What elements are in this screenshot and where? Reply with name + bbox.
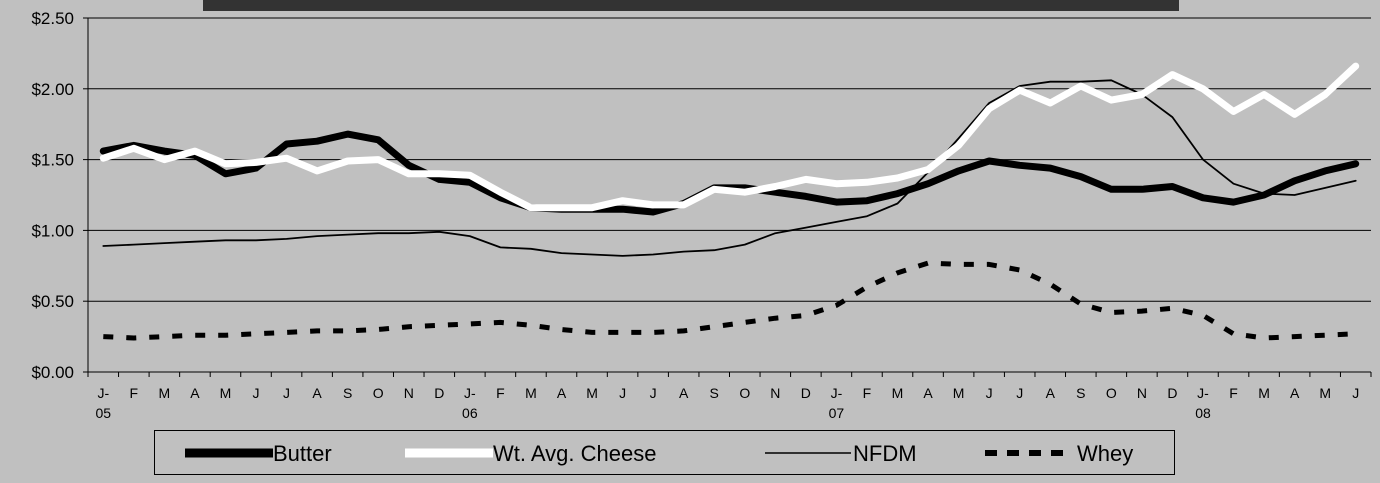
x-tick-label: A	[923, 385, 933, 401]
x-tick-label: J	[1016, 385, 1023, 401]
x-tick-label: N	[404, 385, 414, 401]
x-tick-label: J-	[831, 385, 843, 401]
x-tick-label: N	[770, 385, 780, 401]
legend-label-cheese: Wt. Avg. Cheese	[493, 441, 657, 466]
x-tick-year-label: 08	[1195, 405, 1211, 421]
chart-title-bar	[203, 0, 1179, 11]
x-tick-label: J	[650, 385, 657, 401]
legend-swatch-cheese	[405, 448, 493, 458]
x-tick-label: D	[434, 385, 444, 401]
legend: Butter Wt. Avg. Cheese NFDM Whey	[154, 430, 1175, 475]
x-tick-label: N	[1137, 385, 1147, 401]
x-tick-label: A	[312, 385, 322, 401]
x-tick-label: J	[253, 385, 260, 401]
series-line-wt-avg-cheese	[99, 62, 1360, 212]
x-tick-label: J	[986, 385, 993, 401]
x-tick-label: M	[159, 385, 171, 401]
x-tick-label: A	[679, 385, 689, 401]
x-tick-label: M	[953, 385, 965, 401]
x-tick-year-label: 07	[829, 405, 845, 421]
x-tick-label: A	[1290, 385, 1300, 401]
series-lines	[99, 62, 1360, 341]
x-tick-label: J-	[464, 385, 476, 401]
series-line-nfdm	[102, 79, 1357, 257]
x-tick-label: O	[739, 385, 750, 401]
x-tick-label: M	[1319, 385, 1331, 401]
legend-label-butter: Butter	[273, 441, 332, 466]
gridlines	[88, 17, 1371, 302]
x-tick-label: F	[130, 385, 139, 401]
x-tick-label: O	[373, 385, 384, 401]
y-tick-label: $1.50	[31, 151, 74, 170]
x-axis: J- 05 F M A M J J A S O N D J- 06 F M A M J J A S O N D J- 07 F M A M J J…	[87, 371, 1372, 421]
x-tick-label: J	[619, 385, 626, 401]
x-tick-label: A	[1046, 385, 1056, 401]
x-tick-year-label: 06	[462, 405, 478, 421]
y-tick-label: $0.00	[31, 363, 74, 382]
x-tick-label: F	[1229, 385, 1238, 401]
legend-label-nfdm: NFDM	[853, 441, 917, 466]
x-tick-label: J-	[97, 385, 109, 401]
x-tick-label: M	[892, 385, 904, 401]
y-tick-label: $0.50	[31, 292, 74, 311]
line-chart: $0.00$0.50$1.00$1.50$2.00$2.50 J-05F M A M J…	[31, 9, 1372, 421]
x-tick-label: M	[1258, 385, 1270, 401]
x-tick-label: S	[710, 385, 719, 401]
y-axis: $0.00 $0.50 $1.00 $1.50 $2.00 $2.50	[31, 9, 89, 382]
x-tick-label: J	[283, 385, 290, 401]
x-tick-label: D	[1167, 385, 1177, 401]
y-tick-label: $1.00	[31, 221, 74, 240]
legend-label-whey: Whey	[1077, 441, 1134, 466]
x-tick-label: S	[343, 385, 352, 401]
legend-swatch-whey	[985, 450, 1067, 456]
y-tick-label: $2.00	[31, 80, 74, 99]
legend-swatch-nfdm	[765, 452, 851, 454]
x-tick-label: A	[190, 385, 200, 401]
x-tick-label: F	[863, 385, 872, 401]
x-tick-label: J	[1352, 385, 1359, 401]
y-tick-label: $2.50	[31, 9, 74, 28]
legend-swatch-butter	[185, 448, 273, 458]
series-line-whey	[103, 260, 1356, 341]
x-tick-label: M	[220, 385, 232, 401]
x-tick-label: M	[586, 385, 598, 401]
x-tick-label: F	[496, 385, 505, 401]
x-tick-label: J-	[1197, 385, 1209, 401]
series-line-butter	[99, 130, 1360, 216]
x-tick-label: O	[1106, 385, 1117, 401]
x-tick-label: M	[525, 385, 537, 401]
x-tick-label: S	[1076, 385, 1085, 401]
x-tick-label: D	[801, 385, 811, 401]
x-tick-label: A	[557, 385, 567, 401]
x-tick-year-label: 05	[95, 405, 111, 421]
